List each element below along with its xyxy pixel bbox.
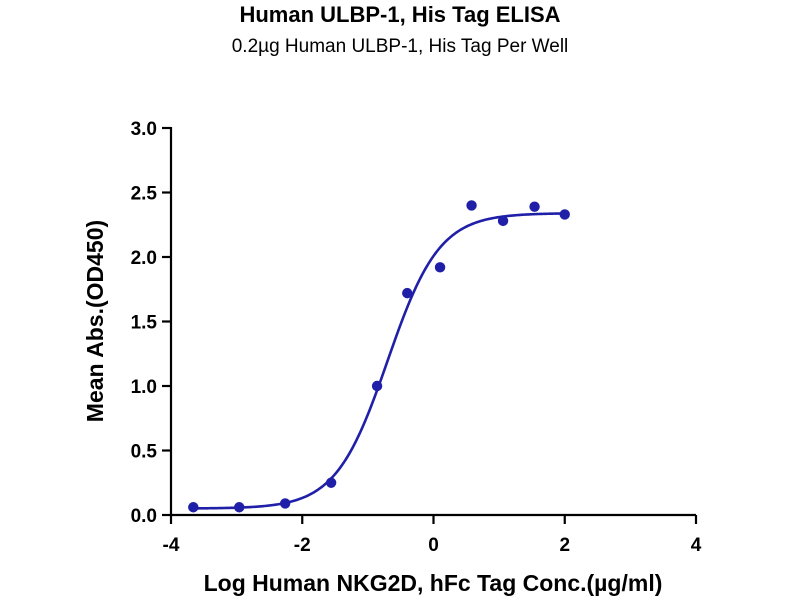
data-point: [279, 498, 291, 509]
y-tick-label: 0.0: [131, 506, 157, 527]
data-point: [434, 262, 446, 273]
chart-title: Human ULBP-1, His Tag ELISA: [239, 2, 561, 27]
x-axis-label: Log Human NKG2D, hFc Tag Conc.(µg/ml): [204, 570, 663, 596]
x-tick-label: -4: [163, 535, 180, 556]
data-point: [497, 215, 509, 227]
data-point: [371, 380, 383, 392]
y-axis-ticks: 0.0 0.5 1.0 1.5 2.0 2.5 3.0: [131, 119, 171, 527]
data-point: [466, 200, 477, 211]
axes: [169, 127, 696, 517]
data-point: [402, 287, 413, 299]
data-points: [188, 200, 570, 513]
x-tick-label: 0: [428, 535, 439, 556]
y-tick-label: 1.5: [131, 313, 158, 334]
y-tick-label: 2.0: [131, 248, 157, 269]
data-point: [325, 477, 337, 488]
y-tick-label: 0.5: [131, 442, 158, 463]
y-tick-label: 2.5: [131, 184, 158, 205]
chart-subtitle: 0.2µg Human ULBP-1, His Tag Per Well: [231, 36, 569, 57]
x-tick-label: 4: [691, 535, 702, 556]
x-axis-ticks: -4 -2 0 2 4: [163, 515, 702, 556]
data-point: [529, 201, 540, 212]
x-tick-label: -2: [294, 535, 311, 556]
y-tick-label: 3.0: [131, 119, 157, 140]
fit-curve: [193, 212, 565, 510]
x-tick-label: 2: [559, 535, 570, 556]
data-point: [188, 502, 199, 513]
y-tick-label: 1.0: [131, 377, 157, 398]
y-axis-label: Mean Abs.(OD450): [82, 220, 108, 422]
data-point: [559, 209, 570, 220]
data-point: [234, 502, 245, 513]
